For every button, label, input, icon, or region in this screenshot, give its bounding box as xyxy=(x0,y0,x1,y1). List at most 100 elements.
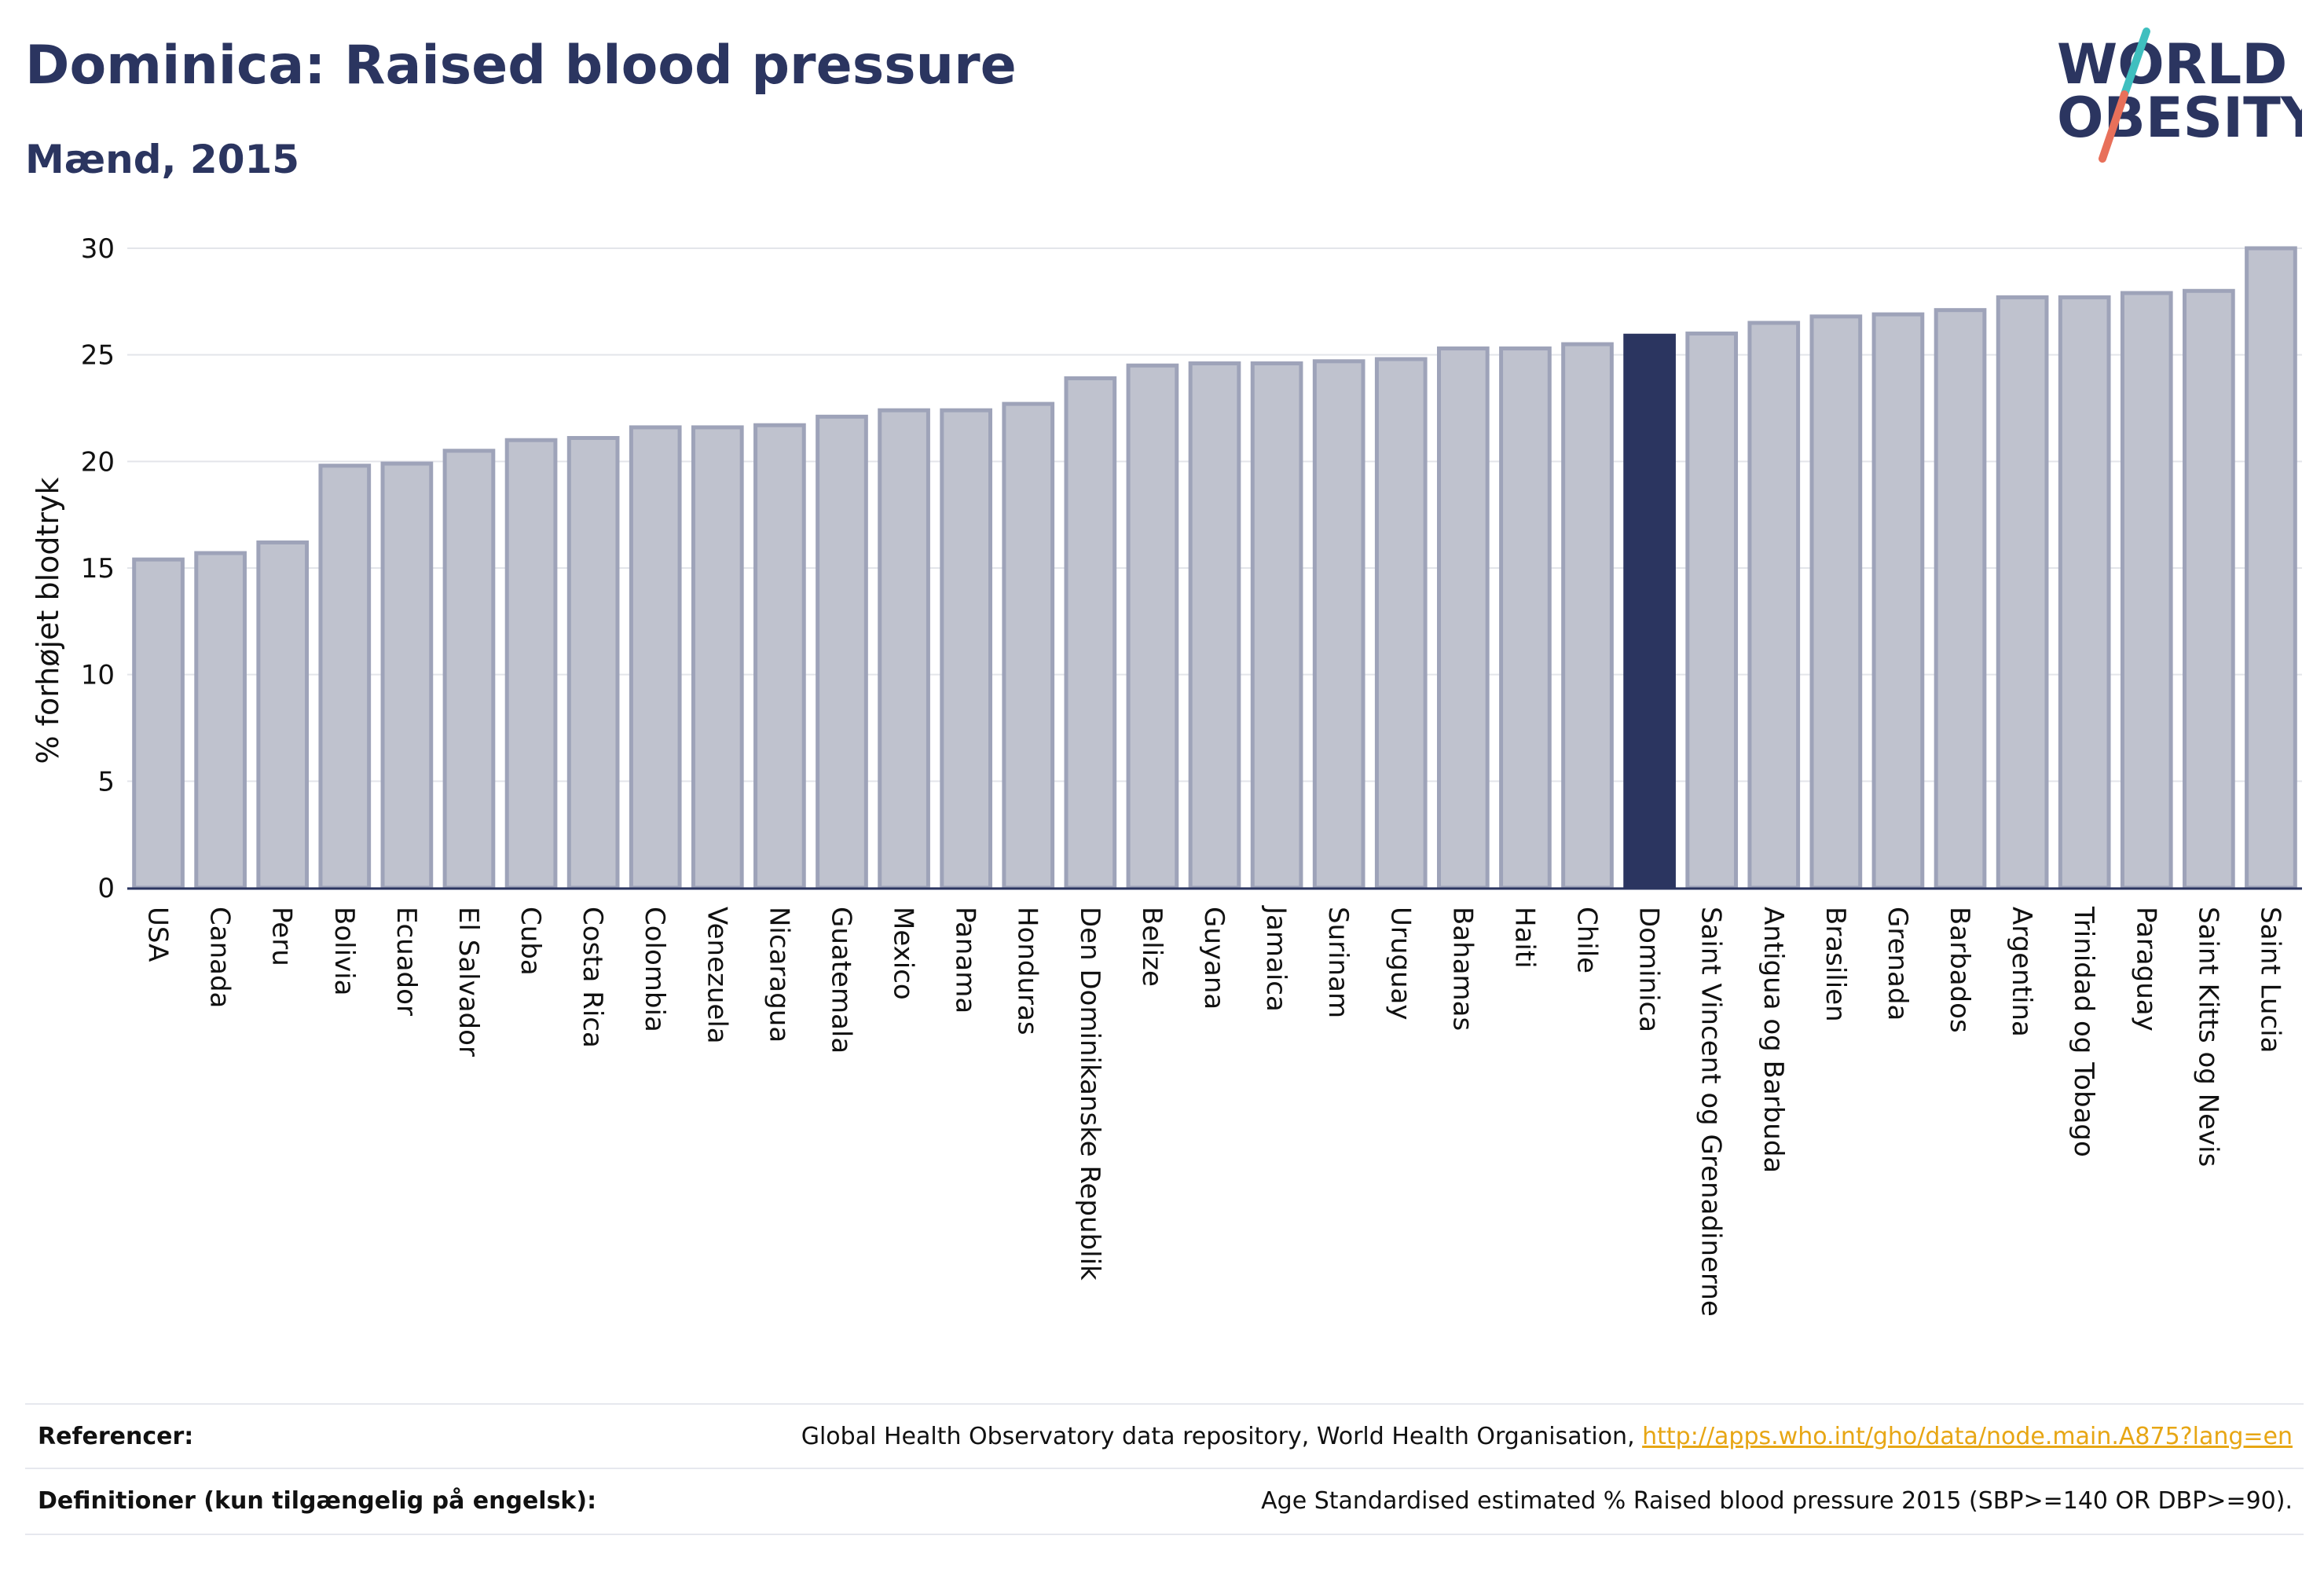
bar xyxy=(442,449,496,890)
logo-slash-coral xyxy=(2099,90,2128,163)
bar xyxy=(940,408,993,890)
bar xyxy=(380,461,434,890)
bar xyxy=(1374,357,1428,890)
x-category-label: Jamaica xyxy=(1260,905,1292,1012)
x-category-label: Saint Vincent og Grenadinerne xyxy=(1695,907,1727,1317)
bar xyxy=(1064,376,1117,890)
x-category-label: Chile xyxy=(1571,907,1603,973)
x-category-label: Bolivia xyxy=(328,907,360,995)
x-category-label: Belize xyxy=(1136,907,1167,987)
logo-word-world: WORLD xyxy=(2057,32,2287,97)
x-category-label: Uruguay xyxy=(1384,907,1416,1021)
world-obesity-logo: WORLD OBESITY xyxy=(2057,27,2302,163)
definitions-row: Definitioner (kun tilgængelig på engelsk… xyxy=(25,1469,2304,1532)
x-category-label: Trinidad og Tobago xyxy=(2068,906,2099,1157)
x-category-label: Argentina xyxy=(2006,907,2037,1037)
bar xyxy=(504,438,558,890)
bar xyxy=(629,425,682,890)
bar xyxy=(1871,312,1925,890)
x-category-label: Grenada xyxy=(1882,907,1913,1021)
y-tick-label: 10 xyxy=(81,660,115,691)
bar xyxy=(1126,363,1179,890)
bar-highlighted xyxy=(1623,333,1676,890)
x-category-label: Bahamas xyxy=(1446,907,1478,1031)
y-axis-title: % forhøjet blodtryk xyxy=(31,477,65,764)
bar xyxy=(2058,295,2111,890)
bar xyxy=(1002,401,1055,890)
x-category-label: Nicaragua xyxy=(763,907,794,1043)
bar xyxy=(194,551,247,890)
x-category-label: Canada xyxy=(204,907,236,1008)
bar xyxy=(1436,346,1490,890)
references-value: Global Health Observatory data repositor… xyxy=(801,1423,2304,1450)
bars xyxy=(132,246,2297,890)
x-category-label: Costa Rica xyxy=(577,907,608,1048)
bar xyxy=(2183,288,2235,890)
x-category-label: Guyana xyxy=(1198,907,1230,1010)
logo-slash-teal xyxy=(2121,27,2150,98)
footer-divider-bottom xyxy=(25,1534,2304,1535)
bar xyxy=(256,540,310,890)
bar xyxy=(1685,332,1739,890)
logo-word-obesity: OBESITY xyxy=(2057,86,2302,150)
definitions-value: Age Standardised estimated % Raised bloo… xyxy=(1261,1486,2293,1515)
x-category-label: Guatemala xyxy=(825,907,856,1054)
x-category-label: Cuba xyxy=(515,907,546,976)
bar xyxy=(753,423,806,890)
bar xyxy=(816,414,868,890)
bar xyxy=(132,557,185,890)
footer-divider-top xyxy=(25,1403,2304,1405)
x-category-label: Haiti xyxy=(1508,907,1540,969)
x-category-label: Den Dominikanske Republik xyxy=(1074,907,1105,1281)
y-tick-label: 25 xyxy=(81,340,115,372)
chart-subtitle: Mænd, 2015 xyxy=(25,137,300,182)
bar xyxy=(566,435,620,890)
x-category-label: Barbados xyxy=(1944,907,1975,1033)
bar xyxy=(1747,321,1801,890)
references-link[interactable]: http://apps.who.int/gho/data/node.main.A… xyxy=(1642,1422,2293,1450)
bar xyxy=(878,408,930,890)
x-category-label: Mexico xyxy=(888,907,919,1000)
x-category-label: El Salvador xyxy=(453,907,484,1057)
x-category-label: Peru xyxy=(266,907,298,966)
chart-title: Dominica: Raised blood pressure xyxy=(25,35,1017,97)
y-axis-ticks: 0 5 10 15 20 25 30 xyxy=(81,233,115,904)
bar xyxy=(1499,346,1552,890)
bar xyxy=(1809,314,1863,890)
y-tick-label: 20 xyxy=(81,446,115,478)
x-category-label: Saint Kitts og Nevis xyxy=(2192,907,2223,1167)
x-category-label: Dominica xyxy=(1633,907,1665,1032)
bar xyxy=(2120,291,2173,890)
x-category-label: Saint Lucia xyxy=(2254,907,2286,1053)
x-category-label: Venezuela xyxy=(701,907,732,1044)
bar xyxy=(691,425,744,890)
y-tick-label: 15 xyxy=(81,553,115,585)
x-category-label: Honduras xyxy=(1012,907,1043,1035)
bar xyxy=(1250,361,1303,890)
x-category-label: Panama xyxy=(950,907,981,1013)
footer-divider-middle xyxy=(25,1468,2304,1469)
x-category-label: Brasilien xyxy=(1820,907,1851,1022)
x-axis-labels: USA Canada Peru Bolivia Ecuador El Salvador Cu… xyxy=(142,905,2286,1317)
y-tick-label: 30 xyxy=(81,233,115,265)
x-category-label: USA xyxy=(142,907,174,962)
x-category-label: Ecuador xyxy=(390,907,422,1016)
bar xyxy=(1996,295,2049,890)
y-tick-label: 0 xyxy=(97,873,115,904)
x-category-label: Surinam xyxy=(1322,907,1354,1018)
x-category-label: Paraguay xyxy=(2130,907,2161,1032)
x-category-label: Antigua og Barbuda xyxy=(1758,907,1789,1173)
bar xyxy=(1934,308,1987,890)
references-text: Global Health Observatory data repositor… xyxy=(801,1422,1643,1450)
bar xyxy=(2245,246,2297,890)
references-label: Referencer: xyxy=(38,1422,194,1450)
y-tick-label: 5 xyxy=(97,766,115,797)
references-row: Referencer: Global Health Observatory da… xyxy=(25,1405,2304,1468)
bar xyxy=(1561,342,1614,890)
definitions-label: Definitioner (kun tilgængelig på engelsk… xyxy=(38,1486,597,1515)
bar xyxy=(1188,361,1241,890)
bar xyxy=(318,464,372,890)
bar-chart: 0 5 10 15 20 25 30 USA Canada Peru Bolivia Ecuador… xyxy=(31,233,2302,1317)
bar xyxy=(1312,359,1365,890)
x-category-label: Colombia xyxy=(639,907,670,1032)
